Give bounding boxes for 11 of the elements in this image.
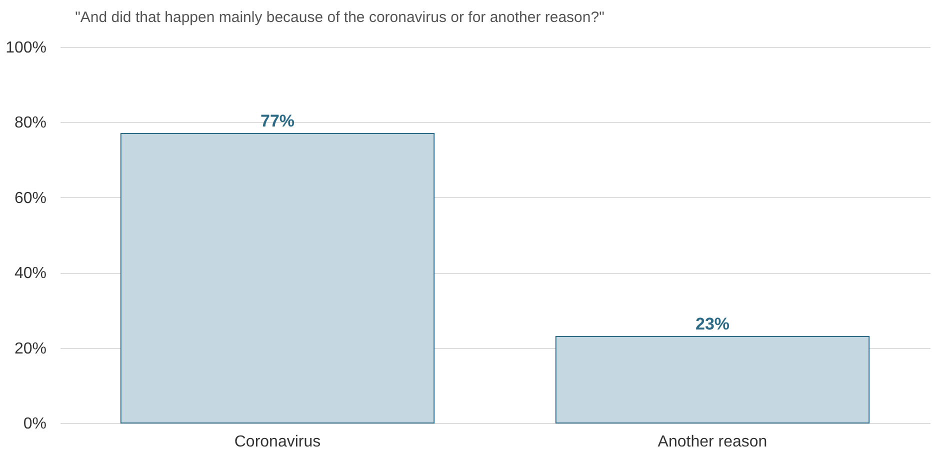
data-label: 23% (695, 314, 730, 334)
data-label: 77% (260, 111, 295, 130)
y-tick-label: 80% (14, 114, 46, 132)
y-tick-label: 60% (14, 190, 46, 207)
x-tick-label: Another reason (658, 434, 768, 450)
x-tick-label: Coronavirus (234, 434, 321, 450)
y-tick-label: 0% (23, 416, 46, 432)
chart-title: "And did that happen mainly because of the coronavirus or for another reason?" (75, 9, 604, 26)
y-tick-label: 100% (6, 40, 46, 56)
y-tick-label: 20% (14, 340, 46, 358)
y-tick-label: 40% (14, 265, 46, 282)
